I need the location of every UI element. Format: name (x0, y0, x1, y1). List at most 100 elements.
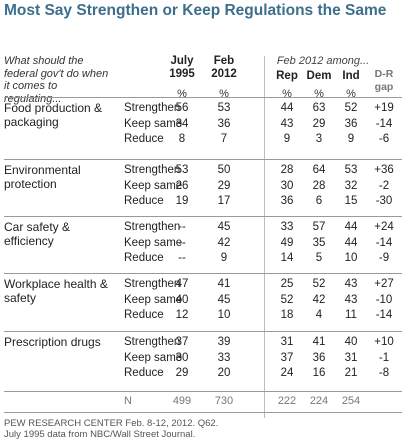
value-cell: 7 (220, 133, 228, 145)
value-cell: 53 (344, 164, 358, 176)
value-cell: 42 (217, 236, 231, 249)
value-cell: 52 (312, 278, 326, 290)
value-cell: 42 (312, 293, 326, 306)
gap-cell: -14 (375, 117, 393, 130)
n-row-value: 224 (309, 395, 329, 407)
value-cell: 56 (175, 102, 189, 114)
value-cell: 41 (312, 336, 326, 348)
row-label: Keep same (124, 179, 183, 192)
value-cell: 63 (312, 102, 326, 114)
value-cell: 25 (280, 278, 294, 290)
gap-cell: -1 (378, 351, 390, 364)
value-cell: 37 (280, 351, 294, 364)
footer-source: PEW RESEARCH CENTER Feb. 8-12, 2012. Q62… (4, 418, 219, 429)
value-cell: 47 (175, 278, 189, 290)
value-cell: 36 (312, 351, 326, 364)
row-label: Keep same (124, 236, 183, 249)
value-cell: 18 (280, 309, 294, 321)
value-cell: 15 (344, 195, 358, 207)
value-cell: 49 (280, 236, 294, 249)
group-divider (4, 216, 402, 217)
gap-cell: -6 (378, 133, 390, 145)
value-cell: 43 (344, 293, 358, 306)
pct-label-feb2012: % (219, 88, 229, 100)
n-row-label: N (124, 395, 132, 407)
group-divider (4, 273, 402, 274)
n-row-value: 499 (172, 395, 192, 407)
row-label: Keep same (124, 117, 183, 130)
value-cell: 33 (217, 351, 231, 364)
value-cell: 9 (283, 133, 291, 145)
value-cell: 26 (175, 179, 189, 192)
value-cell: 30 (175, 351, 189, 364)
value-cell: 31 (344, 351, 358, 364)
value-cell: 14 (280, 252, 294, 264)
value-cell: 36 (344, 117, 358, 130)
group-divider (4, 331, 402, 332)
n-row-value: 254 (341, 395, 361, 407)
table-bottom-line (4, 412, 402, 413)
value-cell: 8 (178, 133, 186, 145)
value-cell: 43 (344, 278, 358, 290)
group-category: Food production & packaging (4, 101, 103, 129)
row-label: Strengthen (124, 164, 181, 176)
col-header-dem: Dem (306, 70, 332, 82)
gap-cell: -9 (378, 252, 390, 264)
value-cell: 20 (217, 367, 231, 379)
pct-label-rep: % (282, 88, 292, 100)
value-cell: 44 (344, 221, 358, 233)
gap-cell: -14 (375, 236, 393, 249)
row-label: Keep same (124, 293, 183, 306)
page-title: Most Say Strengthen or Keep Regulations … (4, 2, 387, 19)
question-text: What should the federal gov't do when it… (4, 55, 109, 105)
value-cell: 28 (280, 164, 294, 176)
gap-cell: -2 (378, 179, 390, 192)
group-category: Environmental protection (4, 163, 81, 191)
value-cell: 6 (315, 195, 323, 207)
value-cell: 57 (312, 221, 326, 233)
col-header-rep: Rep (276, 70, 298, 82)
value-cell: 45 (217, 293, 231, 306)
value-cell: 31 (280, 336, 294, 348)
row-label: Reduce (124, 309, 164, 321)
row-label: Strengthen (124, 221, 181, 233)
row-label: Keep same (124, 351, 183, 364)
value-cell: 17 (217, 195, 231, 207)
n-row-value: 222 (277, 395, 297, 407)
value-cell: -- (178, 236, 186, 249)
n-row-divider (4, 391, 402, 392)
value-cell: 29 (312, 117, 326, 130)
value-cell: 50 (217, 164, 231, 176)
pct-label-ind: % (346, 88, 356, 100)
row-label: Reduce (124, 195, 164, 207)
value-cell: 29 (175, 367, 189, 379)
value-cell: 24 (280, 367, 294, 379)
group-category: Car safety & efficiency (4, 220, 71, 248)
value-cell: 16 (312, 367, 326, 379)
gap-cell: -8 (378, 367, 390, 379)
value-cell: 32 (344, 179, 358, 192)
n-row-value: 730 (214, 395, 234, 407)
value-cell: 39 (217, 336, 231, 348)
value-cell: 3 (315, 133, 323, 145)
value-cell: 36 (280, 195, 294, 207)
gap-cell: +27 (374, 278, 394, 290)
value-cell: 34 (175, 117, 189, 130)
value-cell: 44 (344, 236, 358, 249)
gap-cell: +10 (374, 336, 394, 348)
value-cell: 9 (347, 133, 355, 145)
value-cell: 37 (175, 336, 189, 348)
value-cell: 45 (217, 221, 231, 233)
gap-cell: -30 (375, 195, 393, 207)
gap-cell: +19 (374, 102, 394, 114)
value-cell: 4 (315, 309, 323, 321)
value-cell: 33 (280, 221, 294, 233)
header-separator-line (264, 56, 265, 418)
value-cell: 30 (280, 179, 294, 192)
row-label: Reduce (124, 133, 164, 145)
value-cell: 52 (344, 102, 358, 114)
value-cell: 40 (344, 336, 358, 348)
group-category: Prescription drugs (4, 335, 101, 349)
value-cell: 12 (175, 309, 189, 321)
row-label: Strengthen (124, 336, 181, 348)
